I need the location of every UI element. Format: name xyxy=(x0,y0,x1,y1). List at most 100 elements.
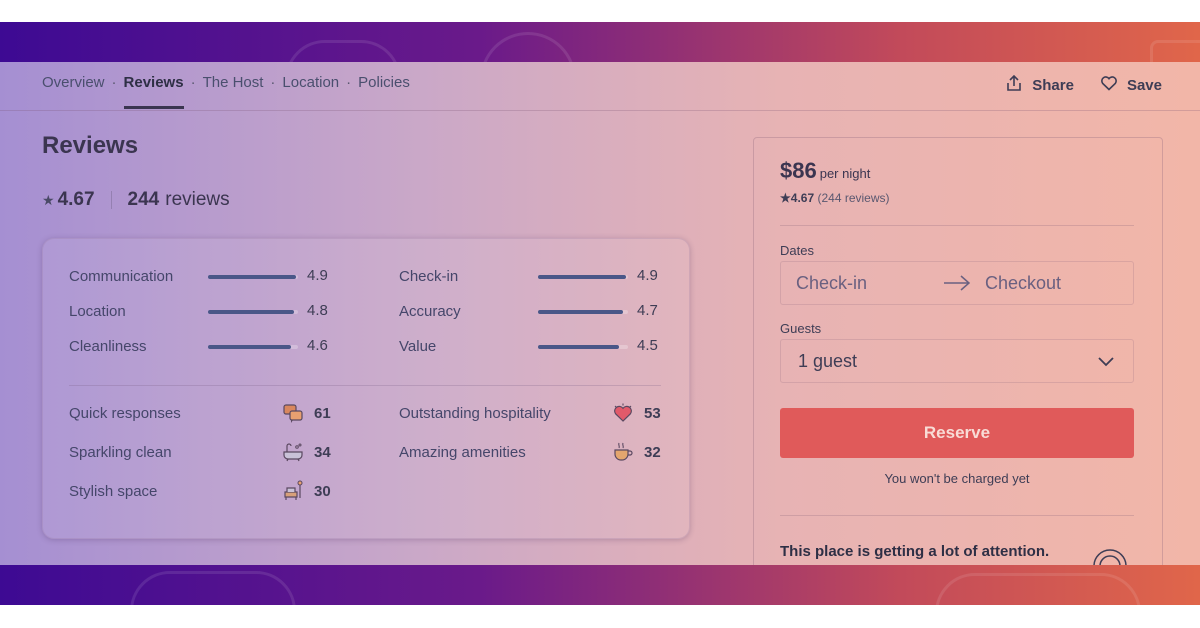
category-check-in: Check-in 4.9 xyxy=(399,267,659,287)
highlight-sparkling-clean: Sparkling clean 34 xyxy=(69,441,331,465)
review-breakdown-card: Communication 4.9 Location 4.8 Cleanline… xyxy=(42,238,690,539)
category-label: Location xyxy=(69,303,126,320)
highlight-amazing-amenities: Amazing amenities 32 xyxy=(399,441,661,465)
mini-rating: ★4.67 (244 reviews) xyxy=(780,191,890,205)
category-score: 4.7 xyxy=(637,302,658,319)
category-score: 4.8 xyxy=(307,302,328,319)
no-charge-note: You won't be charged yet xyxy=(884,471,1030,486)
tab-separator: · xyxy=(346,74,352,91)
category-label: Value xyxy=(399,338,437,355)
reserve-button[interactable]: Reserve xyxy=(780,408,1134,458)
highlight-count: 61 xyxy=(314,405,331,422)
review-count: 244 xyxy=(127,189,160,210)
review-count-label: reviews xyxy=(165,189,230,210)
nightly-price: $86 per night xyxy=(780,158,870,184)
category-bar-fill xyxy=(538,275,627,279)
category-bar xyxy=(538,310,628,314)
dates-label: Dates xyxy=(780,243,814,258)
tab-location[interactable]: Location xyxy=(282,74,340,91)
lightbulb-icon xyxy=(1090,548,1130,565)
category-bar xyxy=(538,275,628,279)
top-nav: Overview · Reviews · The Host · Location… xyxy=(0,62,1200,111)
coffee-cup-icon xyxy=(612,441,634,463)
category-bar-fill xyxy=(538,310,623,314)
tab-policies[interactable]: Policies xyxy=(358,74,410,91)
category-bar-fill xyxy=(208,310,295,314)
highlight-outstanding-hospitality: Outstanding hospitality 53 xyxy=(399,402,661,426)
heart-icon xyxy=(612,402,634,424)
listing-page: Overview · Reviews · The Host · Location… xyxy=(0,62,1200,565)
banner-frame: Overview · Reviews · The Host · Location… xyxy=(0,22,1200,605)
speech-bubbles-icon xyxy=(282,402,304,424)
category-bar-fill xyxy=(208,275,297,279)
category-label: Cleanliness xyxy=(69,338,147,355)
category-location: Location 4.8 xyxy=(69,302,329,322)
tab-overview[interactable]: Overview xyxy=(42,74,105,91)
heart-icon xyxy=(1100,74,1118,96)
checkin-input[interactable]: Check-in xyxy=(796,273,868,293)
share-button[interactable]: Share xyxy=(1005,74,1074,96)
arrow-right-icon xyxy=(943,273,971,298)
category-bar xyxy=(208,275,298,279)
share-label: Share xyxy=(1032,76,1074,94)
category-value: Value 4.5 xyxy=(399,337,659,357)
booking-divider xyxy=(780,225,1134,226)
category-label: Check-in xyxy=(399,268,459,285)
highlight-count: 30 xyxy=(314,483,331,500)
star-icon: ★ xyxy=(780,191,791,205)
price-amount: $86 xyxy=(780,158,817,183)
section-tabs: Overview · Reviews · The Host · Location… xyxy=(42,74,410,109)
category-accuracy: Accuracy 4.7 xyxy=(399,302,659,322)
category-bar xyxy=(208,310,298,314)
highlight-label: Sparkling clean xyxy=(69,444,172,461)
top-gradient-band xyxy=(0,22,1200,136)
category-label: Communication xyxy=(69,268,174,285)
rating-average: 4.67 xyxy=(57,189,95,210)
reviews-heading: Reviews xyxy=(42,132,139,159)
share-icon xyxy=(1005,74,1023,96)
bathtub-icon xyxy=(282,441,304,463)
category-bar xyxy=(208,345,298,349)
save-button[interactable]: Save xyxy=(1100,74,1162,96)
star-icon: ★ xyxy=(42,191,55,208)
category-cleanliness: Cleanliness 4.6 xyxy=(69,337,329,357)
mini-review-count: (244 reviews) xyxy=(817,191,890,205)
category-score: 4.6 xyxy=(307,337,328,354)
booking-divider xyxy=(780,515,1134,516)
checkout-input[interactable]: Checkout xyxy=(985,273,1062,293)
guests-value: 1 guest xyxy=(798,351,858,371)
category-score: 4.9 xyxy=(637,267,658,284)
save-label: Save xyxy=(1126,76,1162,94)
decorative-shape xyxy=(130,571,296,605)
highlight-count: 34 xyxy=(314,444,331,461)
category-label: Accuracy xyxy=(399,303,461,320)
category-bar-fill xyxy=(538,345,619,349)
tab-reviews[interactable]: Reviews xyxy=(123,74,184,109)
tab-separator: · xyxy=(190,74,196,91)
category-score: 4.5 xyxy=(637,337,658,354)
tab-separator: · xyxy=(270,74,276,91)
category-bar-fill xyxy=(208,345,291,349)
highlight-label: Stylish space xyxy=(69,483,158,500)
tab-the-host[interactable]: The Host xyxy=(202,74,264,91)
booking-widget: $86 per night ★4.67 (244 reviews) Dates C… xyxy=(753,137,1163,565)
bottom-gradient-band xyxy=(0,565,1200,605)
rating-divider xyxy=(110,191,112,209)
armchair-icon xyxy=(282,480,304,502)
category-score: 4.9 xyxy=(307,267,328,284)
guests-select[interactable]: 1 guest xyxy=(780,339,1134,383)
overall-rating: ★ 4.67 244 reviews xyxy=(42,189,230,211)
highlight-count: 53 xyxy=(644,405,661,422)
highlight-label: Outstanding hospitality xyxy=(399,405,551,422)
highlight-quick-responses: Quick responses 61 xyxy=(69,402,331,426)
header-actions: Share Save xyxy=(1005,74,1162,96)
highlight-count: 32 xyxy=(644,444,661,461)
category-bar xyxy=(538,345,628,349)
highlight-label: Amazing amenities xyxy=(399,444,526,461)
tab-separator: · xyxy=(111,74,117,91)
price-unit: per night xyxy=(819,166,871,181)
highlight-label: Quick responses xyxy=(69,405,181,422)
guests-label: Guests xyxy=(780,321,822,336)
decorative-shape xyxy=(935,573,1141,605)
card-divider xyxy=(69,385,661,386)
